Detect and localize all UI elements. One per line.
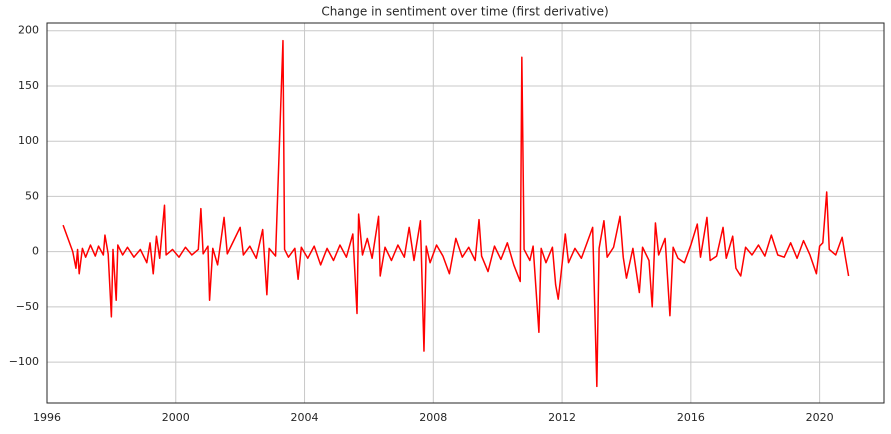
x-tick-label: 2012 [548,411,576,424]
y-tick-label: 50 [25,189,39,202]
x-tick-label: 2016 [677,411,705,424]
x-tick-label: 2004 [291,411,319,424]
y-tick-label: 100 [18,134,39,147]
y-tick-label: 0 [32,245,39,258]
y-tick-label: 150 [18,79,39,92]
x-tick-label: 1996 [33,411,61,424]
x-tick-label: 2008 [419,411,447,424]
y-tick-label: −50 [16,300,39,313]
x-tick-label: 2000 [162,411,190,424]
y-tick-label: 200 [18,24,39,37]
chart-title: Change in sentiment over time (first der… [321,5,608,19]
line [62,39,850,388]
plot-frame [46,22,885,404]
y-tick-label: −100 [9,355,39,368]
x-tick-label: 2020 [806,411,834,424]
